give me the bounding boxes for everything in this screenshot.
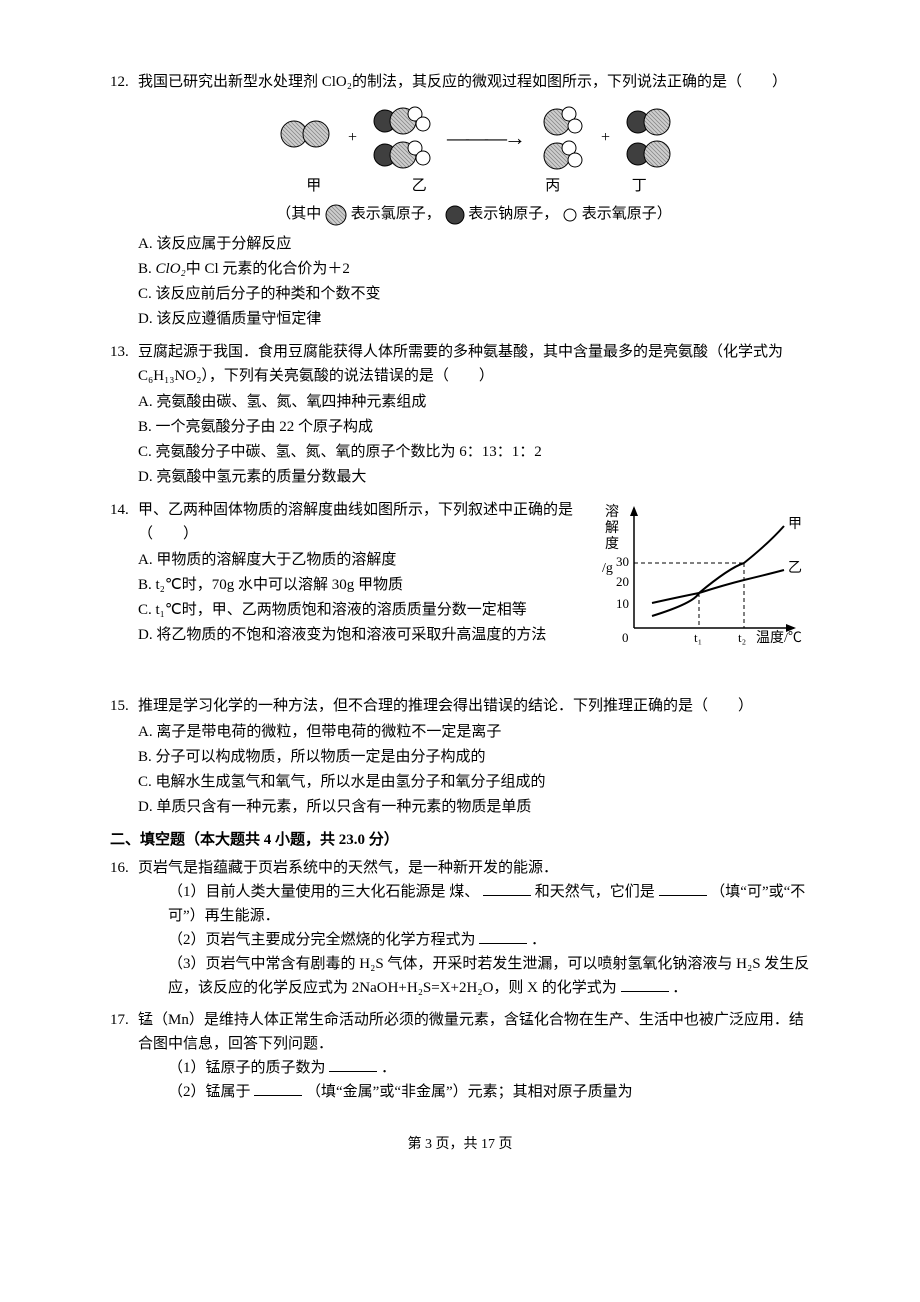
blank-input[interactable] [659, 880, 707, 896]
question-16: 16. 页岩气是指蕴藏于页岩系统中的天然气，是一种新开发的能源． （1）目前人类… [110, 856, 810, 1000]
q12-opt-b: B. ClO₂中 Cl 元素的化合价为＋2 [138, 257, 810, 281]
svg-text:度: 度 [605, 536, 619, 552]
mol-yi [371, 106, 433, 170]
svg-text:10: 10 [616, 596, 629, 611]
legend: （其中 表示氯原子， 表示钠原子， 表示氧原子） [138, 202, 810, 226]
blank-input[interactable] [479, 928, 527, 944]
q16-p1: （1）目前人类大量使用的三大化石能源是 煤、 和天然气，它们是 （填“可”或“不… [168, 880, 810, 928]
q15-opt-d: D. 单质只含有一种元素，所以只含有一种元素的物质是单质 [138, 795, 810, 819]
q15-opt-c: C. 电解水生成氢气和氧气，所以水是由氢分子和氧分子组成的 [138, 770, 810, 794]
mol-labels: 甲 乙 丙 丁 [138, 174, 810, 198]
q13-opt-a: A. 亮氨酸由碳、氢、氮、氧四抻种元素组成 [138, 390, 810, 414]
q14-opt-c: C. t₁℃时，甲、乙两物质饱和溶液的溶质质量分数一定相等 [138, 598, 592, 622]
q12-options: A. 该反应属于分解反应 B. ClO₂中 Cl 元素的化合价为＋2 C. 该反… [138, 232, 810, 331]
plus-2: + [601, 125, 610, 151]
mol-jia [276, 119, 334, 157]
o-atom-icon [562, 207, 578, 223]
q17-stem: 锰（Mn）是维持人体正常生命活动所必须的微量元素，含锰化合物在生产、生活中也被广… [138, 1008, 810, 1056]
q14-stem: 甲、乙两种固体物质的溶解度曲线如图所示，下列叙述中正确的是（ ） [138, 498, 592, 546]
arrow-icon: ———→ [447, 120, 523, 155]
q12-opt-c: C. 该反应前后分子的种类和个数不变 [138, 282, 810, 306]
question-14: 14. 甲、乙两种固体物质的溶解度曲线如图所示，下列叙述中正确的是（ ） A. … [110, 498, 810, 666]
q16-p2: （2）页岩气主要成分完全燃烧的化学方程式为 ． [168, 928, 810, 952]
q14-opt-a: A. 甲物质的溶解度大于乙物质的溶解度 [138, 548, 592, 572]
q14-options: A. 甲物质的溶解度大于乙物质的溶解度 B. t₂℃时，70g 水中可以溶解 3… [138, 548, 592, 647]
svg-text:温度/℃: 温度/℃ [756, 630, 802, 646]
blank-input[interactable] [329, 1056, 377, 1072]
svg-text:t₁: t₁ [694, 630, 702, 645]
q15-stem: 推理是学习化学的一种方法，但不合理的推理会得出错误的结论．下列推理正确的是（ ） [138, 694, 810, 718]
q12-diagram: + [138, 106, 810, 226]
q14-num: 14. [110, 498, 138, 666]
q17-num: 17. [110, 1008, 138, 1104]
svg-text:甲: 甲 [788, 517, 802, 532]
q16-num: 16. [110, 856, 138, 1000]
q16-p3: （3）页岩气中常含有剧毒的 H₂S 气体，开采时若发生泄漏，可以喷射氢氧化钠溶液… [168, 952, 810, 1000]
question-12: 12. 我国已研究出新型水处理剂 ClO₂的制法，其反应的微观过程如图所示，下列… [110, 70, 810, 332]
q13-opt-c: C. 亮氨酸分子中碳、氢、氮、氧的原子个数比为 6：13：1：2 [138, 440, 810, 464]
q15-opt-b: B. 分子可以构成物质，所以物质一定是由分子构成的 [138, 745, 810, 769]
page-footer: 第 3 页，共 17 页 [110, 1134, 810, 1156]
svg-text:乙: 乙 [788, 560, 802, 576]
q14-opt-d: D. 将乙物质的不饱和溶液变为饱和溶液可采取升高温度的方法 [138, 623, 592, 647]
q17-p1: （1）锰原子的质子数为 ． [168, 1056, 810, 1080]
blank-input[interactable] [254, 1080, 302, 1096]
q13-options: A. 亮氨酸由碳、氢、氮、氧四抻种元素组成 B. 一个亮氨酸分子由 22 个原子… [138, 390, 810, 489]
svg-text:溶: 溶 [605, 504, 619, 520]
q12-num: 12. [110, 70, 138, 332]
svg-text:0: 0 [622, 630, 629, 645]
q15-num: 15. [110, 694, 138, 820]
q12-stem: 我国已研究出新型水处理剂 ClO₂的制法，其反应的微观过程如图所示，下列说法正确… [138, 70, 810, 94]
q13-opt-d: D. 亮氨酸中氢元素的质量分数最大 [138, 465, 810, 489]
svg-text:t₂: t₂ [738, 630, 746, 645]
q16-stem: 页岩气是指蕴藏于页岩系统中的天然气，是一种新开发的能源． [138, 856, 810, 880]
question-15: 15. 推理是学习化学的一种方法，但不合理的推理会得出错误的结论．下列推理正确的… [110, 694, 810, 820]
q12-opt-d: D. 该反应遵循质量守恒定律 [138, 307, 810, 331]
q13-opt-b: B. 一个亮氨酸分子由 22 个原子构成 [138, 415, 810, 439]
q15-opt-a: A. 离子是带电荷的微粒，但带电荷的微粒不一定是离子 [138, 720, 810, 744]
plus-1: + [348, 125, 357, 151]
q14-chart: 溶 解 度 /g 10 20 30 [600, 498, 810, 666]
svg-text:解: 解 [605, 520, 619, 536]
q15-options: A. 离子是带电荷的微粒，但带电荷的微粒不一定是离子 B. 分子可以构成物质，所… [138, 720, 810, 819]
q17-p2: （2）锰属于 （填“金属”或“非金属”）元素；其相对原子质量为 [168, 1080, 810, 1104]
svg-text:/g: /g [602, 561, 613, 576]
na-atom-icon [445, 205, 465, 225]
blank-input[interactable] [621, 976, 669, 992]
section-2-heading: 二、填空题（本大题共 4 小题，共 23.0 分） [110, 828, 810, 852]
cl-atom-icon [325, 204, 347, 226]
q13-stem: 豆腐起源于我国．食用豆腐能获得人体所需要的多种氨基酸，其中含量最多的是亮氨酸（化… [138, 340, 810, 388]
question-13: 13. 豆腐起源于我国．食用豆腐能获得人体所需要的多种氨基酸，其中含量最多的是亮… [110, 340, 810, 490]
svg-text:20: 20 [616, 574, 629, 589]
q13-num: 13. [110, 340, 138, 490]
q12-opt-a: A. 该反应属于分解反应 [138, 232, 810, 256]
blank-input[interactable] [483, 880, 531, 896]
q14-opt-b: B. t₂℃时，70g 水中可以溶解 30g 甲物质 [138, 573, 592, 597]
mol-ding [624, 108, 672, 168]
mol-bing [537, 106, 587, 170]
question-17: 17. 锰（Mn）是维持人体正常生命活动所必须的微量元素，含锰化合物在生产、生活… [110, 1008, 810, 1104]
svg-text:30: 30 [616, 554, 629, 569]
